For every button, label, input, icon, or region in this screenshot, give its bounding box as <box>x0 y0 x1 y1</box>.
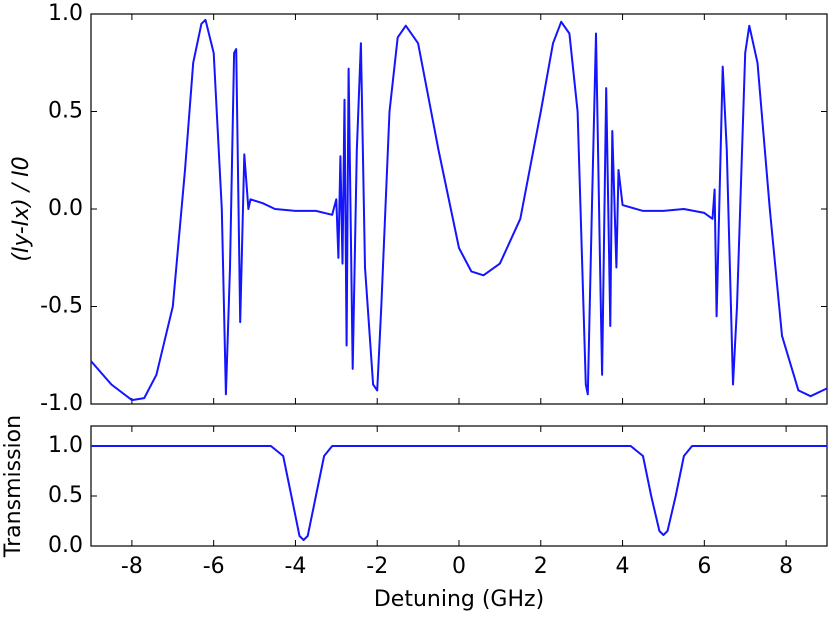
x-tick-label: 4 <box>616 554 630 579</box>
x-tick-label: -6 <box>203 554 225 579</box>
y-tick-label: 0.5 <box>48 99 83 124</box>
y-tick-label: 1.0 <box>48 1 83 26</box>
y-tick-label: -1.0 <box>40 391 83 416</box>
y-axis-label: (Iy-Ix) / I0 <box>9 156 34 261</box>
x-tick-label: 0 <box>452 554 466 579</box>
y-tick-label: 1.0 <box>48 433 83 458</box>
data-line <box>91 445 827 541</box>
y-tick-label: 0.5 <box>48 483 83 508</box>
x-tick-label: -4 <box>284 554 306 579</box>
axes-frame <box>90 13 828 405</box>
x-tick-label: 6 <box>697 554 711 579</box>
x-tick-label: -8 <box>121 554 143 579</box>
x-axis-label: Detuning (GHz) <box>374 587 544 612</box>
axes-frame <box>90 425 828 547</box>
y-axis-label: Transmission <box>1 415 26 558</box>
x-tick-label: 2 <box>534 554 548 579</box>
data-line <box>90 18 828 402</box>
y-tick-label: 0.0 <box>48 196 83 221</box>
x-tick-label: -2 <box>366 554 388 579</box>
x-tick-label: 8 <box>779 554 793 579</box>
y-tick-label: 0.0 <box>48 533 83 558</box>
y-tick-label: -0.5 <box>40 294 83 319</box>
